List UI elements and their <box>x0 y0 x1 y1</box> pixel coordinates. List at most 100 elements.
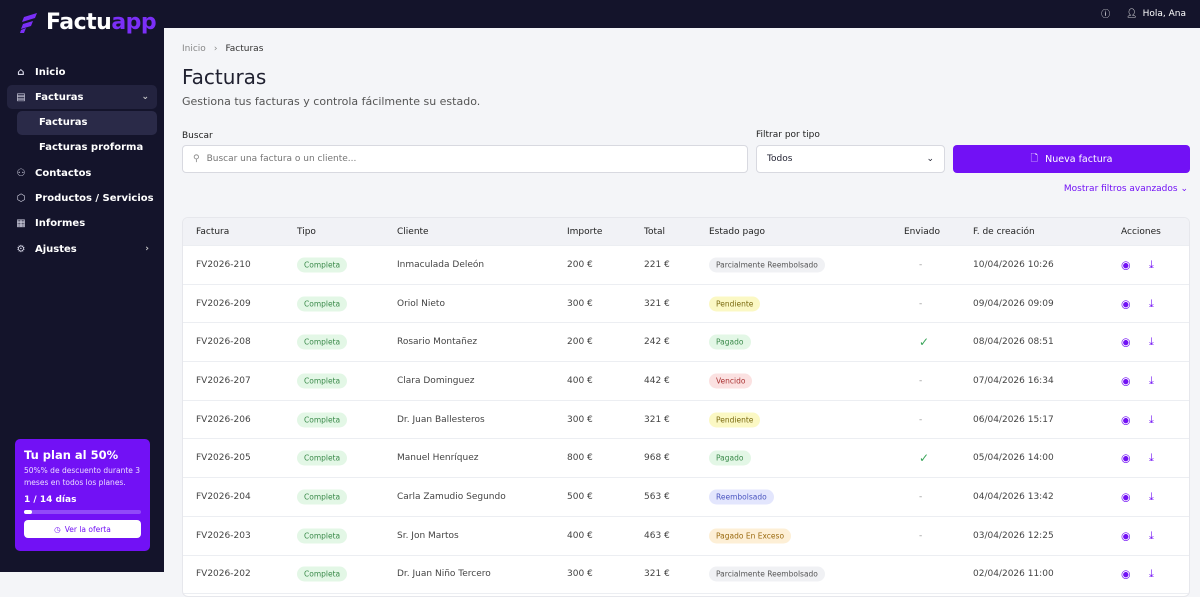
sent-status: ✓ <box>919 451 930 466</box>
sidebar-item-contactos[interactable]: ⚇ Contactos <box>16 167 92 179</box>
breadcrumb-current: Facturas <box>225 44 264 54</box>
table-row[interactable]: FV2026-202 Completa Dr. Juan Niño Tercero 3… <box>183 556 1189 595</box>
eye-icon[interactable]: ◉ <box>1121 490 1131 504</box>
help-icon[interactable]: ⓘ <box>1101 10 1111 20</box>
eye-icon[interactable]: ◉ <box>1121 335 1131 349</box>
created-date: 09/04/2026 09:09 <box>973 298 1054 309</box>
sidebar-item-facturas-proforma[interactable]: Facturas proforma <box>39 142 144 154</box>
breadcrumb-home[interactable]: Inicio <box>182 44 206 54</box>
table-row[interactable]: FV2026-208 Completa Rosario Montañez 200 € 2… <box>183 323 1189 363</box>
payment-status-badge: Reembolsado <box>709 489 774 505</box>
report-icon: ▦ <box>16 218 26 230</box>
eye-icon[interactable]: ◉ <box>1121 567 1131 581</box>
table-row[interactable]: FV2026-203 Completa Sr. Jon Martos 400 € 463… <box>183 517 1189 556</box>
sent-status: - <box>919 375 923 386</box>
payment-status-badge: Vencido <box>709 373 753 389</box>
column-header[interactable]: Factura <box>196 226 230 237</box>
search-input[interactable] <box>206 154 707 164</box>
column-header[interactable]: Total <box>644 226 666 237</box>
logo[interactable]: Factuapp <box>20 10 157 35</box>
sidebar-item-productos-servicios[interactable]: ⬡ Productos / Servicios <box>16 192 154 204</box>
created-date: 03/04/2026 12:25 <box>973 530 1054 541</box>
column-header[interactable]: F. de creación <box>973 226 1035 237</box>
eye-icon[interactable]: ◉ <box>1121 258 1131 272</box>
chevron-right-icon: › <box>145 244 149 255</box>
amount: 800 € <box>567 453 593 464</box>
created-date: 07/04/2026 16:34 <box>973 375 1054 386</box>
client-name: Dr. Juan Niño Tercero <box>397 569 491 580</box>
download-icon[interactable]: ⤓ <box>1149 567 1154 581</box>
type-filter-select[interactable]: Todos ⌄ <box>756 145 945 173</box>
view-offer-button[interactable]: ◷ Ver la oferta <box>24 520 141 538</box>
eye-icon[interactable]: ◉ <box>1121 374 1131 388</box>
eye-icon[interactable]: ◉ <box>1121 297 1131 311</box>
sent-status: - <box>919 530 923 541</box>
sidebar-item-inicio[interactable]: ⌂ Inicio <box>7 60 157 84</box>
created-date: 06/04/2026 15:17 <box>973 414 1054 425</box>
user-menu[interactable]: 👤︎ Hola, Ana <box>1126 9 1186 19</box>
promo-days: 1 / 14 días <box>24 495 77 505</box>
table-row[interactable]: FV2026-206 Completa Dr. Juan Ballesteros 30… <box>183 401 1189 440</box>
created-date: 02/04/2026 11:00 <box>973 569 1054 580</box>
total: 321 € <box>644 298 670 309</box>
advanced-filters-link[interactable]: Mostrar filtros avanzados ⌄ <box>1063 184 1188 194</box>
column-header[interactable]: Enviado <box>904 226 940 237</box>
total: 242 € <box>644 337 670 348</box>
invoices-table: Factura Tipo Cliente Importe Total Estado pag… <box>182 217 1190 597</box>
sidebar-item-informes[interactable]: ▦ Informes <box>16 218 86 230</box>
invoice-number: FV2026-205 <box>196 453 251 464</box>
download-icon[interactable]: ⤓ <box>1149 490 1154 504</box>
file-icon: ▤ <box>16 91 26 103</box>
table-row[interactable]: FV2026-205 Completa Manuel Henríquez 800 € 9… <box>183 440 1189 479</box>
promo-text: 50%% de descuento durante 3 meses en tod… <box>24 466 141 487</box>
amount: 200 € <box>567 337 593 348</box>
table-row[interactable]: FV2026-209 Completa Oriol Nieto 300 € 321 € P… <box>183 285 1189 324</box>
table-row[interactable]: FV2026-207 Completa Clara Dominguez 400 € 44… <box>183 362 1189 401</box>
type-badge: Completa <box>297 412 348 428</box>
download-icon[interactable]: ⤓ <box>1149 257 1154 271</box>
table-header: Factura Tipo Cliente Importe Total Estado pag… <box>183 218 1189 246</box>
invoice-number: FV2026-209 <box>196 298 251 309</box>
client-name: Rosario Montañez <box>397 337 478 348</box>
clock-icon: ◷ <box>54 524 61 534</box>
created-date: 08/04/2026 08:51 <box>973 337 1054 348</box>
type-badge: Completa <box>297 450 348 466</box>
payment-status-badge: Pendiente <box>709 412 761 428</box>
search-box[interactable]: ⚲ <box>182 145 748 173</box>
download-icon[interactable]: ⤓ <box>1149 335 1154 349</box>
promo-card: Tu plan al 50% 50%% de descuento durante… <box>15 439 150 551</box>
new-invoice-button[interactable]: 🗋︎ Nueva factura <box>953 145 1190 173</box>
breadcrumb: Inicio › Facturas <box>182 44 264 54</box>
sidebar-item-facturas[interactable]: Facturas <box>17 110 157 135</box>
sidebar-item-ajustes[interactable]: ⚙ Ajustes › <box>16 243 149 255</box>
column-header[interactable]: Importe <box>567 226 603 237</box>
greeting: Hola, Ana <box>1142 8 1186 19</box>
eye-icon[interactable]: ◉ <box>1121 451 1131 465</box>
eye-icon[interactable]: ◉ <box>1121 529 1131 543</box>
file-plus-icon: 🗋︎ <box>1030 153 1039 164</box>
table-row[interactable]: FV2026-210 Completa Inmaculada Deleón 200 €… <box>183 246 1189 285</box>
amount: 500 € <box>567 492 593 503</box>
column-header[interactable]: Cliente <box>397 226 429 237</box>
download-icon[interactable]: ⤓ <box>1149 528 1154 542</box>
download-icon[interactable]: ⤓ <box>1149 296 1154 310</box>
sent-status: - <box>919 298 923 309</box>
client-name: Inmaculada Deleón <box>397 259 485 270</box>
column-header[interactable]: Acciones <box>1121 226 1161 237</box>
amount: 400 € <box>567 375 593 386</box>
column-header[interactable]: Estado pago <box>709 226 765 237</box>
download-icon[interactable]: ⤓ <box>1149 451 1154 465</box>
table-row[interactable]: FV2026-204 Completa Carla Zamudio Segundo 5… <box>183 478 1189 517</box>
download-icon[interactable]: ⤓ <box>1149 373 1154 387</box>
sent-status: - <box>919 259 923 270</box>
created-date: 04/04/2026 13:42 <box>973 492 1054 503</box>
column-header[interactable]: Tipo <box>297 226 316 237</box>
total: 463 € <box>644 530 670 541</box>
download-icon[interactable]: ⤓ <box>1149 412 1154 426</box>
amount: 300 € <box>567 569 593 580</box>
sidebar-item-facturas[interactable]: ▤ Facturas ⌄ <box>7 85 157 110</box>
eye-icon[interactable]: ◉ <box>1121 413 1131 427</box>
amount: 200 € <box>567 259 593 270</box>
top-bar: ⓘ 👤︎ Hola, Ana <box>0 0 1200 28</box>
type-badge: Completa <box>297 257 348 273</box>
